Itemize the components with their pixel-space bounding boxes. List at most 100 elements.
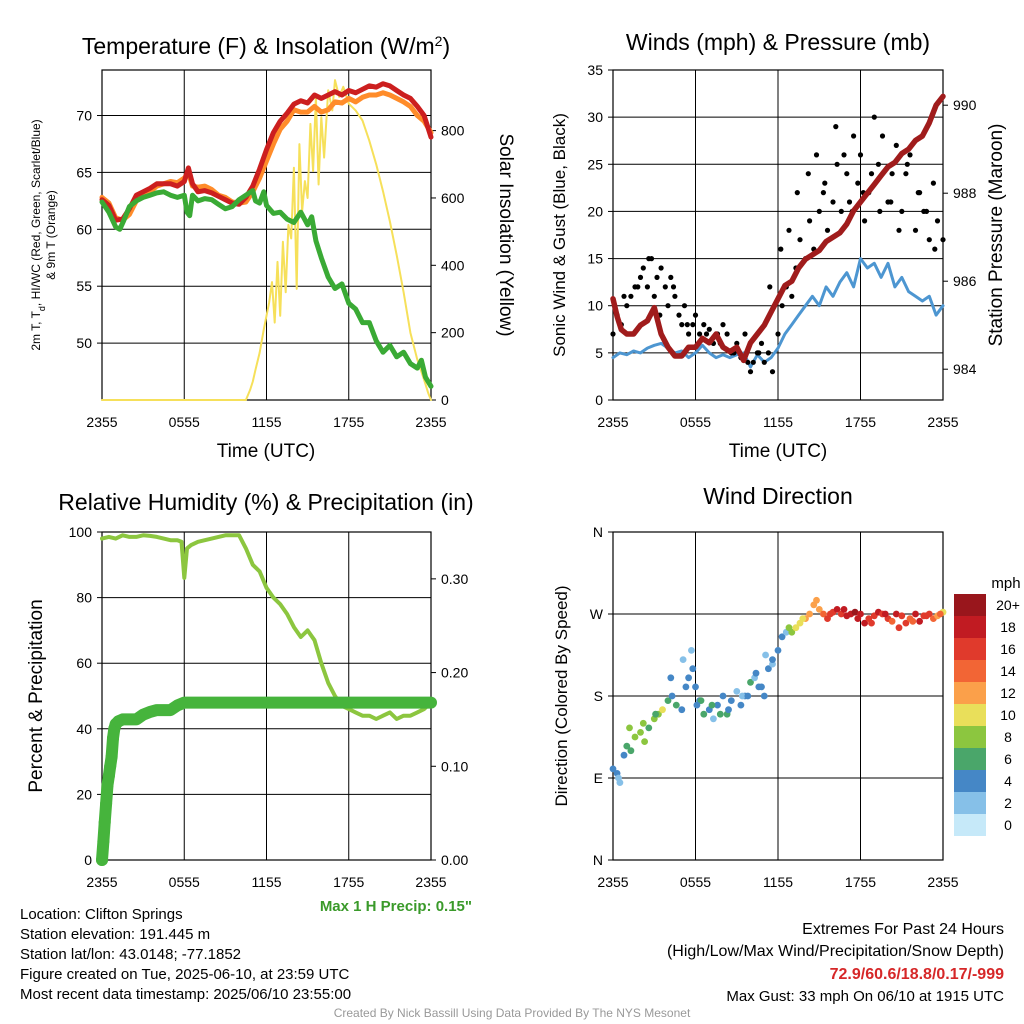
direction-point <box>868 619 875 627</box>
direction-point <box>609 765 617 773</box>
temperature-x-label: Time (UTC) <box>217 441 316 462</box>
gust-point <box>658 265 664 271</box>
direction-point <box>626 724 633 732</box>
direction-point <box>923 612 930 620</box>
temp-y2-tick-label: 800 <box>441 123 465 139</box>
direction-point <box>785 624 793 632</box>
gust-point <box>670 284 677 290</box>
gust-point <box>701 322 707 328</box>
direction-point <box>688 647 695 654</box>
direction-point <box>693 701 701 709</box>
gust-point <box>833 124 839 130</box>
gust-point <box>684 322 690 328</box>
gust-point <box>912 227 919 233</box>
gust-point <box>651 293 657 299</box>
colorbar-swatch <box>954 814 986 836</box>
gust-point <box>868 171 875 177</box>
precip-point <box>112 715 125 728</box>
direction-point <box>641 738 648 745</box>
station-info: Location: Clifton Springs Station elevat… <box>20 905 351 1005</box>
precip-point <box>104 760 117 773</box>
gust-point <box>779 303 785 309</box>
colorbar-label: 12 <box>1000 685 1016 701</box>
pressure-y-label: Station Pressure (Maroon) <box>986 124 1007 347</box>
direction-point <box>747 678 754 686</box>
direction-point <box>738 692 746 700</box>
dir-x-tick-label: 2355 <box>597 874 628 890</box>
gust-point <box>624 303 630 309</box>
colorbar-swatch <box>954 704 986 726</box>
wind-x-tick-label: 2355 <box>927 414 958 430</box>
colorbar-swatch <box>954 770 986 792</box>
gust-point <box>899 208 905 214</box>
direction-point <box>700 710 708 718</box>
gust-point <box>724 331 730 337</box>
colorbar-swatch <box>954 616 986 638</box>
rh-y2-tick-label: 0.30 <box>441 571 468 587</box>
winds-title: Winds (mph) & Pressure (mb) <box>626 29 930 55</box>
wind-y-tick-label: 30 <box>587 109 603 125</box>
wind-x-tick-label: 2355 <box>597 414 628 430</box>
gust-point <box>750 359 756 365</box>
colorbar-label: 14 <box>1000 663 1016 679</box>
precip-point <box>96 854 108 866</box>
direction-point <box>892 610 900 618</box>
gust-point <box>720 322 726 328</box>
dir-y-tick-label: N <box>593 524 603 540</box>
direction-point <box>659 706 666 714</box>
direction-point <box>854 615 862 622</box>
dir-y-tick-label: W <box>590 606 604 622</box>
colorbar-swatch <box>954 682 986 704</box>
direction-point <box>902 619 910 627</box>
pressure-line <box>610 93 946 364</box>
extremes-title: Extremes For Past 24 Hours <box>802 921 1004 938</box>
gust-point <box>807 218 813 224</box>
gust-point <box>830 199 836 205</box>
gust-point <box>879 133 886 139</box>
dir-x-tick-label: 2355 <box>927 874 958 890</box>
dir-y-tick-label: E <box>594 770 603 786</box>
direction-point <box>737 701 745 709</box>
direction-point <box>799 615 807 622</box>
direction-point <box>637 729 644 736</box>
gust-point <box>851 133 857 139</box>
direction-point <box>697 697 705 704</box>
direction-point <box>851 608 859 616</box>
insolation-y-label: Solar Insolation (Yellow) <box>495 133 516 336</box>
wind-y2-tick-label: 984 <box>953 361 977 377</box>
temp-y2-tick-label: 0 <box>441 392 449 408</box>
elevation-text: Station elevation: 191.445 m <box>20 926 211 943</box>
rh-y2-tick-label: 0.10 <box>441 758 468 774</box>
direction-point <box>679 656 687 663</box>
temp-y-tick-label: 50 <box>76 335 92 351</box>
wind-y-tick-label: 20 <box>587 203 603 219</box>
gust-point <box>930 180 937 186</box>
gust-point <box>889 171 895 177</box>
direction-point <box>806 610 813 618</box>
dewpoint-line <box>99 188 434 389</box>
gust-point <box>877 208 883 214</box>
precip-point <box>107 732 119 745</box>
gust-point <box>797 237 803 243</box>
direction-point <box>888 617 896 625</box>
location-text: Location: Clifton Springs <box>20 906 183 923</box>
winds-panel: Winds (mph) & Pressure (mb) Sonic Wind &… <box>550 29 1007 462</box>
gust-point <box>769 369 776 375</box>
direction-point <box>936 610 944 618</box>
gust-point <box>871 114 877 120</box>
gust-point <box>621 293 627 299</box>
gust-point <box>644 284 651 290</box>
gust-point <box>628 293 634 299</box>
gust-point <box>665 303 671 309</box>
extremes-subtitle: (High/Low/Max Wind/Precipitation/Snow De… <box>667 943 1004 960</box>
gust-point <box>778 246 784 252</box>
gust-point <box>932 246 938 252</box>
gust-point <box>926 237 932 243</box>
temp-y2-tick-label: 400 <box>441 257 465 273</box>
max-gust-text: Max Gust: 33 mph On 06/10 at 1915 UTC <box>726 988 1004 1005</box>
insolation-line <box>101 79 432 401</box>
gust-point <box>903 171 909 177</box>
rh-y-tick-label: 20 <box>76 786 92 802</box>
colorbar-swatch <box>954 594 986 616</box>
